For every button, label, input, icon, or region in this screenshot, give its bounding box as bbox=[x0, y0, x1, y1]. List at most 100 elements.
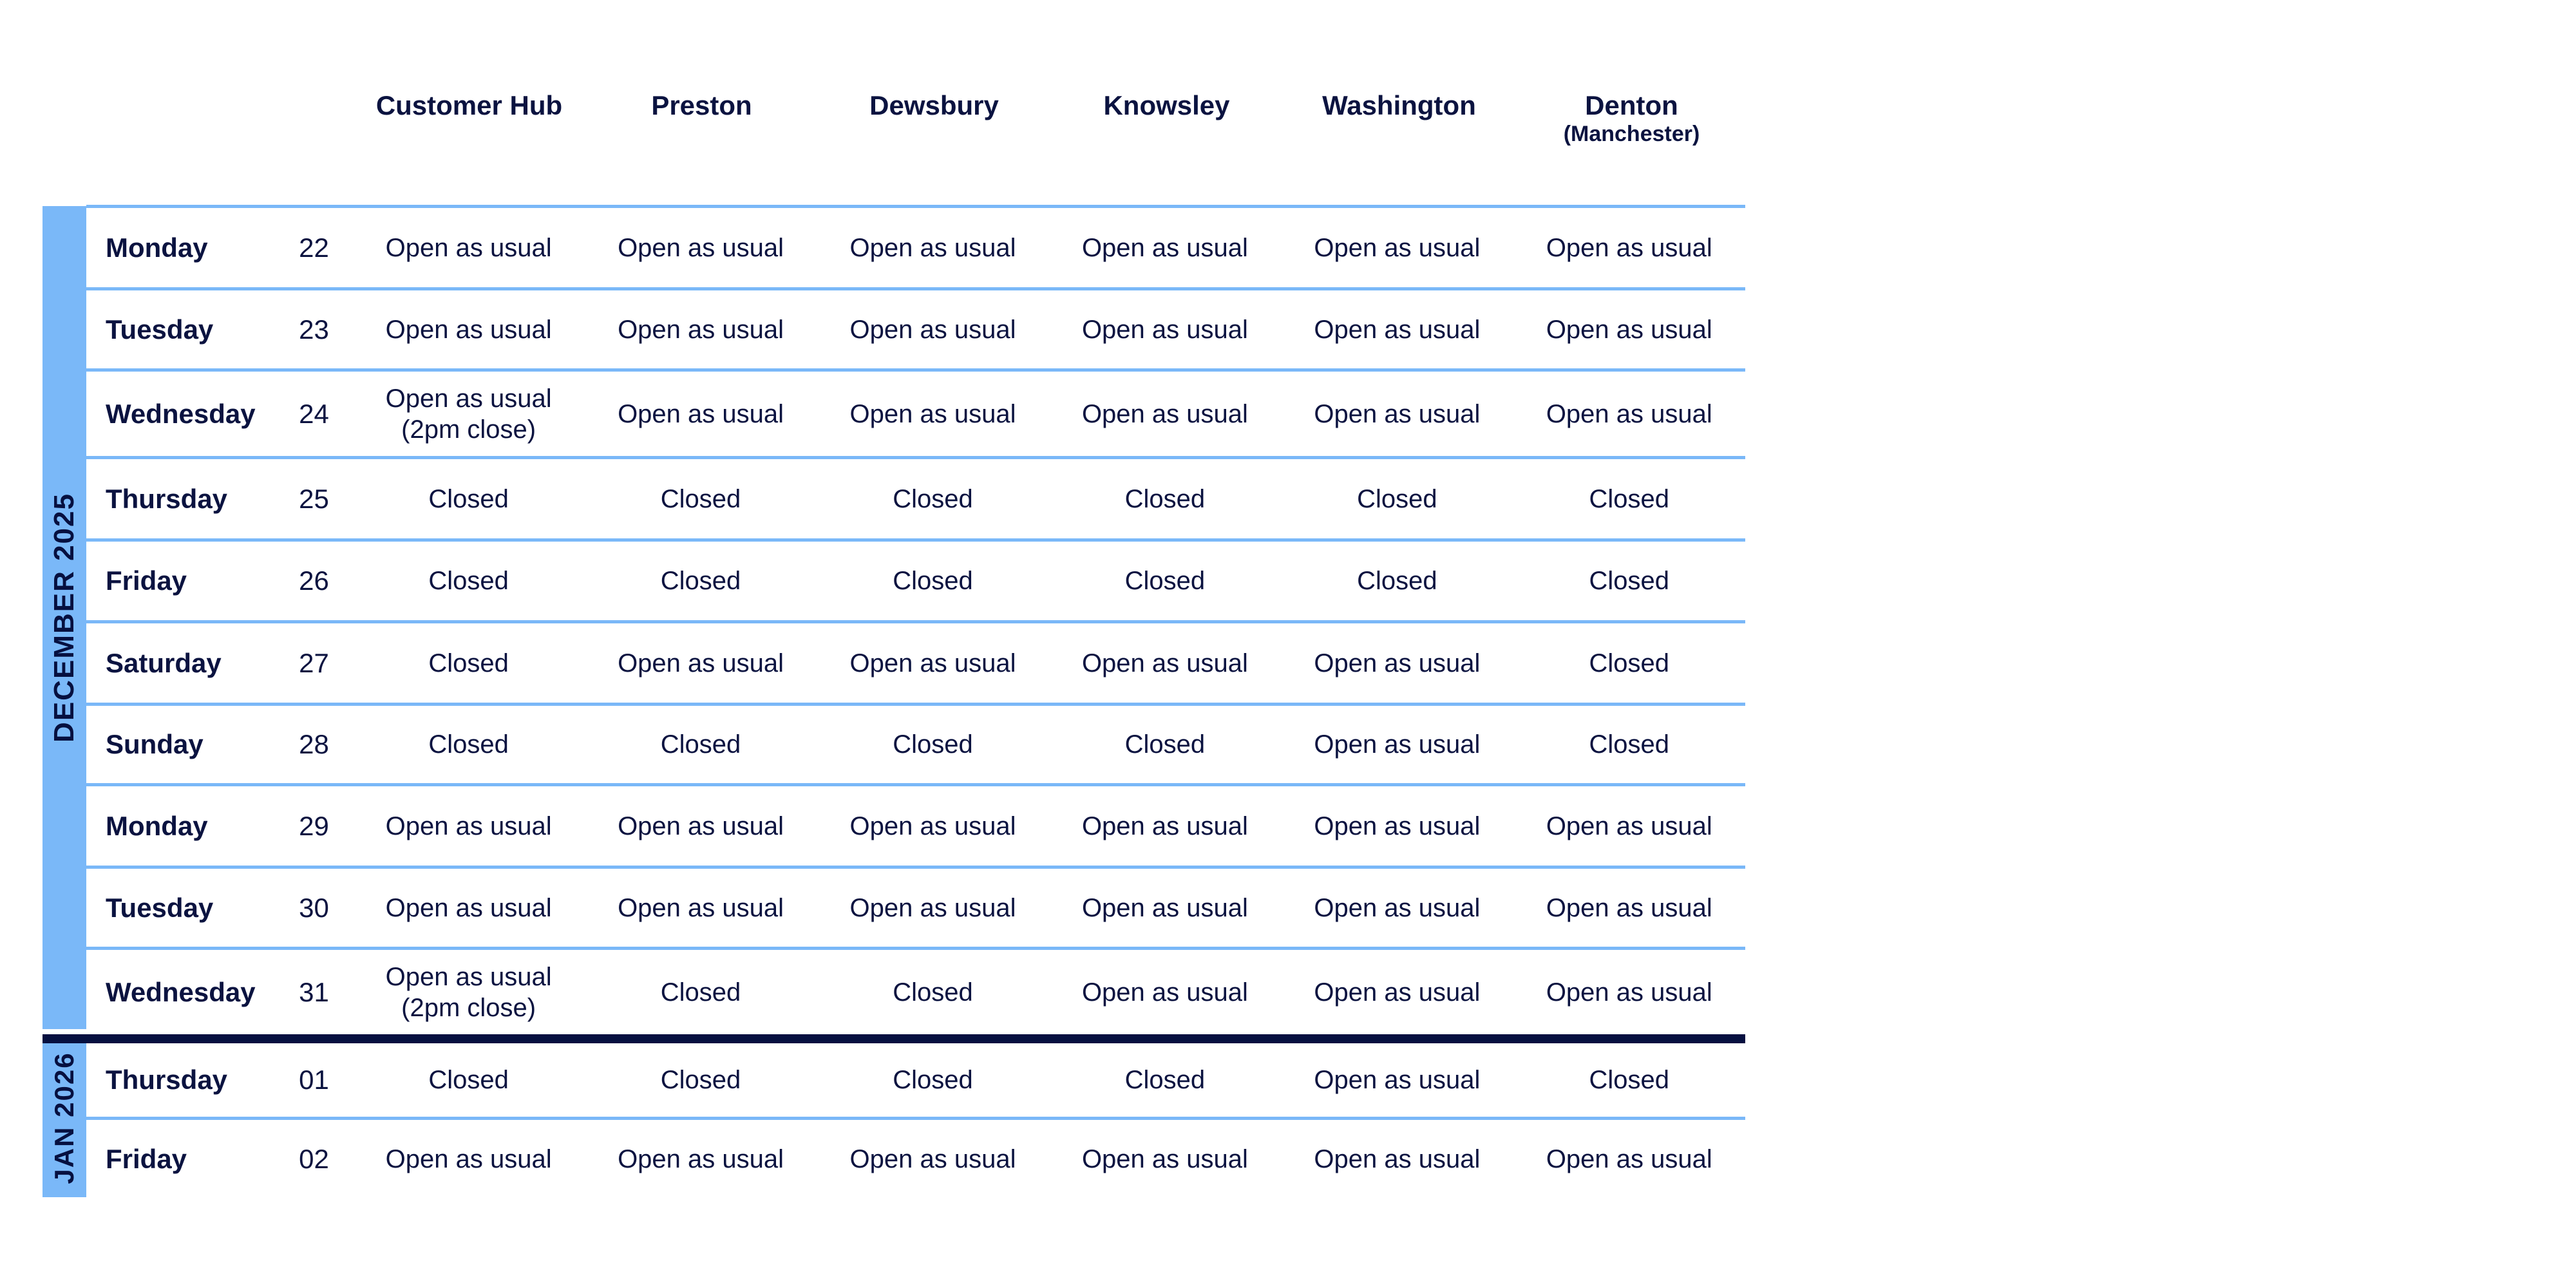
status-cell: Open as usual bbox=[1081, 315, 1248, 344]
status-cell: Open as usual bbox=[1314, 315, 1481, 344]
status-cell: Closed bbox=[893, 484, 973, 513]
column-header: Knowsley bbox=[1050, 90, 1283, 121]
status-cell: Open as usual bbox=[1314, 893, 1481, 922]
status-cell: Closed bbox=[428, 1066, 509, 1094]
status-cell: Open as usual bbox=[385, 811, 552, 840]
table-row: Saturday 27 Closed Open as usual Open as usu… bbox=[86, 620, 1745, 703]
status-cell: Closed bbox=[1589, 730, 1670, 759]
status-cell: Closed bbox=[660, 1066, 741, 1094]
status-cell: Closed bbox=[660, 730, 741, 759]
column-header-name: Customer Hub bbox=[375, 90, 563, 120]
status-cell: Open as usual bbox=[849, 315, 1016, 344]
status-cell: Closed bbox=[1589, 567, 1670, 595]
status-cell: Closed bbox=[1589, 484, 1670, 513]
status-cell: Closed bbox=[1357, 567, 1437, 595]
status-cell: Closed bbox=[428, 649, 509, 677]
table-row: Wednesday 24 Open as usual (2pm close) Open… bbox=[86, 368, 1745, 456]
day-name: Tuesday bbox=[106, 892, 214, 923]
status-cell: Closed bbox=[1357, 484, 1437, 513]
status-cell: Closed bbox=[1124, 484, 1206, 513]
status-cell: Open as usual bbox=[385, 233, 552, 262]
day-date: 23 bbox=[299, 314, 329, 345]
status-cell: Closed bbox=[1124, 567, 1206, 595]
status-cell: Open as usual (2pm close) bbox=[385, 962, 552, 1022]
status-cell: Open as usual bbox=[618, 399, 784, 428]
status-cell: Open as usual bbox=[1546, 811, 1712, 840]
status-cell: Open as usual bbox=[849, 399, 1016, 428]
table-row: Thursday 25 Closed Closed Closed Closed Closed… bbox=[86, 456, 1745, 538]
day-name: Monday bbox=[106, 810, 208, 841]
column-header-name: Preston bbox=[651, 90, 752, 120]
day-date: 29 bbox=[299, 810, 329, 841]
table-row: Tuesday 30 Open as usual Open as usual Open … bbox=[86, 866, 1745, 947]
day-date: 28 bbox=[299, 729, 329, 759]
table-row: Monday 29 Open as usual Open as usual Open a… bbox=[86, 783, 1745, 866]
status-cell: Closed bbox=[893, 567, 973, 595]
table-row: Monday 22 Open as usual Open as usual Open a… bbox=[86, 205, 1745, 287]
status-cell: Closed bbox=[660, 978, 741, 1007]
table-row: Friday 02 Open as usual Open as usual Open a… bbox=[86, 1117, 1745, 1198]
status-cell: Open as usual bbox=[1081, 978, 1248, 1007]
day-name: Thursday bbox=[106, 483, 228, 514]
status-cell: Open as usual bbox=[1546, 233, 1712, 262]
status-cell: Open as usual bbox=[1314, 1066, 1481, 1094]
column-header-name: Denton bbox=[1585, 90, 1678, 120]
status-cell: Closed bbox=[428, 567, 509, 595]
day-date: 31 bbox=[299, 976, 329, 1007]
table-row: Friday 26 Closed Closed Closed Closed Closed Cl… bbox=[86, 538, 1745, 620]
status-cell: Open as usual bbox=[1081, 233, 1248, 262]
status-cell: Closed bbox=[1124, 1066, 1206, 1094]
status-cell: Open as usual bbox=[618, 893, 784, 922]
column-header-name: Dewsbury bbox=[869, 90, 999, 120]
column-header-name: Knowsley bbox=[1103, 90, 1230, 120]
day-date: 25 bbox=[299, 483, 329, 514]
status-cell: Open as usual bbox=[1081, 893, 1248, 922]
status-cell: Open as usual bbox=[1314, 978, 1481, 1007]
status-cell: Closed bbox=[1124, 730, 1206, 759]
status-cell: Open as usual bbox=[618, 233, 784, 262]
day-date: 22 bbox=[299, 232, 329, 263]
status-cell: Open as usual bbox=[1314, 811, 1481, 840]
status-cell: Open as usual bbox=[618, 315, 784, 344]
status-cell: Open as usual bbox=[849, 893, 1016, 922]
day-name: Wednesday bbox=[106, 976, 256, 1007]
day-name: Wednesday bbox=[106, 398, 256, 429]
column-header: Preston bbox=[585, 90, 818, 121]
status-cell: Open as usual bbox=[385, 315, 552, 344]
column-header-name: Washington bbox=[1322, 90, 1476, 120]
status-cell: Closed bbox=[1589, 1066, 1670, 1094]
column-header: Washington bbox=[1283, 90, 1515, 121]
status-cell: Open as usual bbox=[1314, 730, 1481, 759]
status-cell: Closed bbox=[893, 1066, 973, 1094]
status-cell: Closed bbox=[893, 730, 973, 759]
status-cell: Closed bbox=[428, 484, 509, 513]
status-cell: Closed bbox=[428, 730, 509, 759]
day-name: Tuesday bbox=[106, 314, 214, 345]
day-date: 02 bbox=[299, 1143, 329, 1174]
status-cell: Open as usual bbox=[849, 811, 1016, 840]
month-band-december: DECEMBER 2025 bbox=[43, 206, 86, 1029]
day-name: Friday bbox=[106, 565, 187, 596]
status-cell: Closed bbox=[1589, 649, 1670, 677]
status-cell: Open as usual bbox=[1081, 649, 1248, 677]
table-row: Tuesday 23 Open as usual Open as usual Open … bbox=[86, 287, 1745, 368]
status-cell: Closed bbox=[660, 484, 741, 513]
status-cell: Open as usual bbox=[1314, 233, 1481, 262]
status-cell: Open as usual bbox=[1314, 1144, 1481, 1173]
month-label-december: DECEMBER 2025 bbox=[48, 493, 80, 743]
table-row: Wednesday 31 Open as usual (2pm close) Clos… bbox=[86, 947, 1745, 1034]
day-name: Friday bbox=[106, 1143, 187, 1174]
status-cell: Closed bbox=[660, 567, 741, 595]
status-cell: Open as usual bbox=[1314, 649, 1481, 677]
column-header-sub: (Manchester) bbox=[1563, 122, 1700, 146]
status-cell: Open as usual bbox=[849, 1144, 1016, 1173]
status-cell: Open as usual bbox=[1546, 399, 1712, 428]
day-date: 24 bbox=[299, 398, 329, 429]
status-cell: Open as usual bbox=[1546, 315, 1712, 344]
day-date: 01 bbox=[299, 1065, 329, 1095]
opening-hours-table: Monday 22 Open as usual Open as usual Open a… bbox=[43, 205, 1745, 1198]
status-cell: Open as usual bbox=[385, 1144, 552, 1173]
status-cell: Closed bbox=[893, 978, 973, 1007]
status-cell: Open as usual bbox=[1546, 978, 1712, 1007]
day-name: Sunday bbox=[106, 729, 204, 759]
